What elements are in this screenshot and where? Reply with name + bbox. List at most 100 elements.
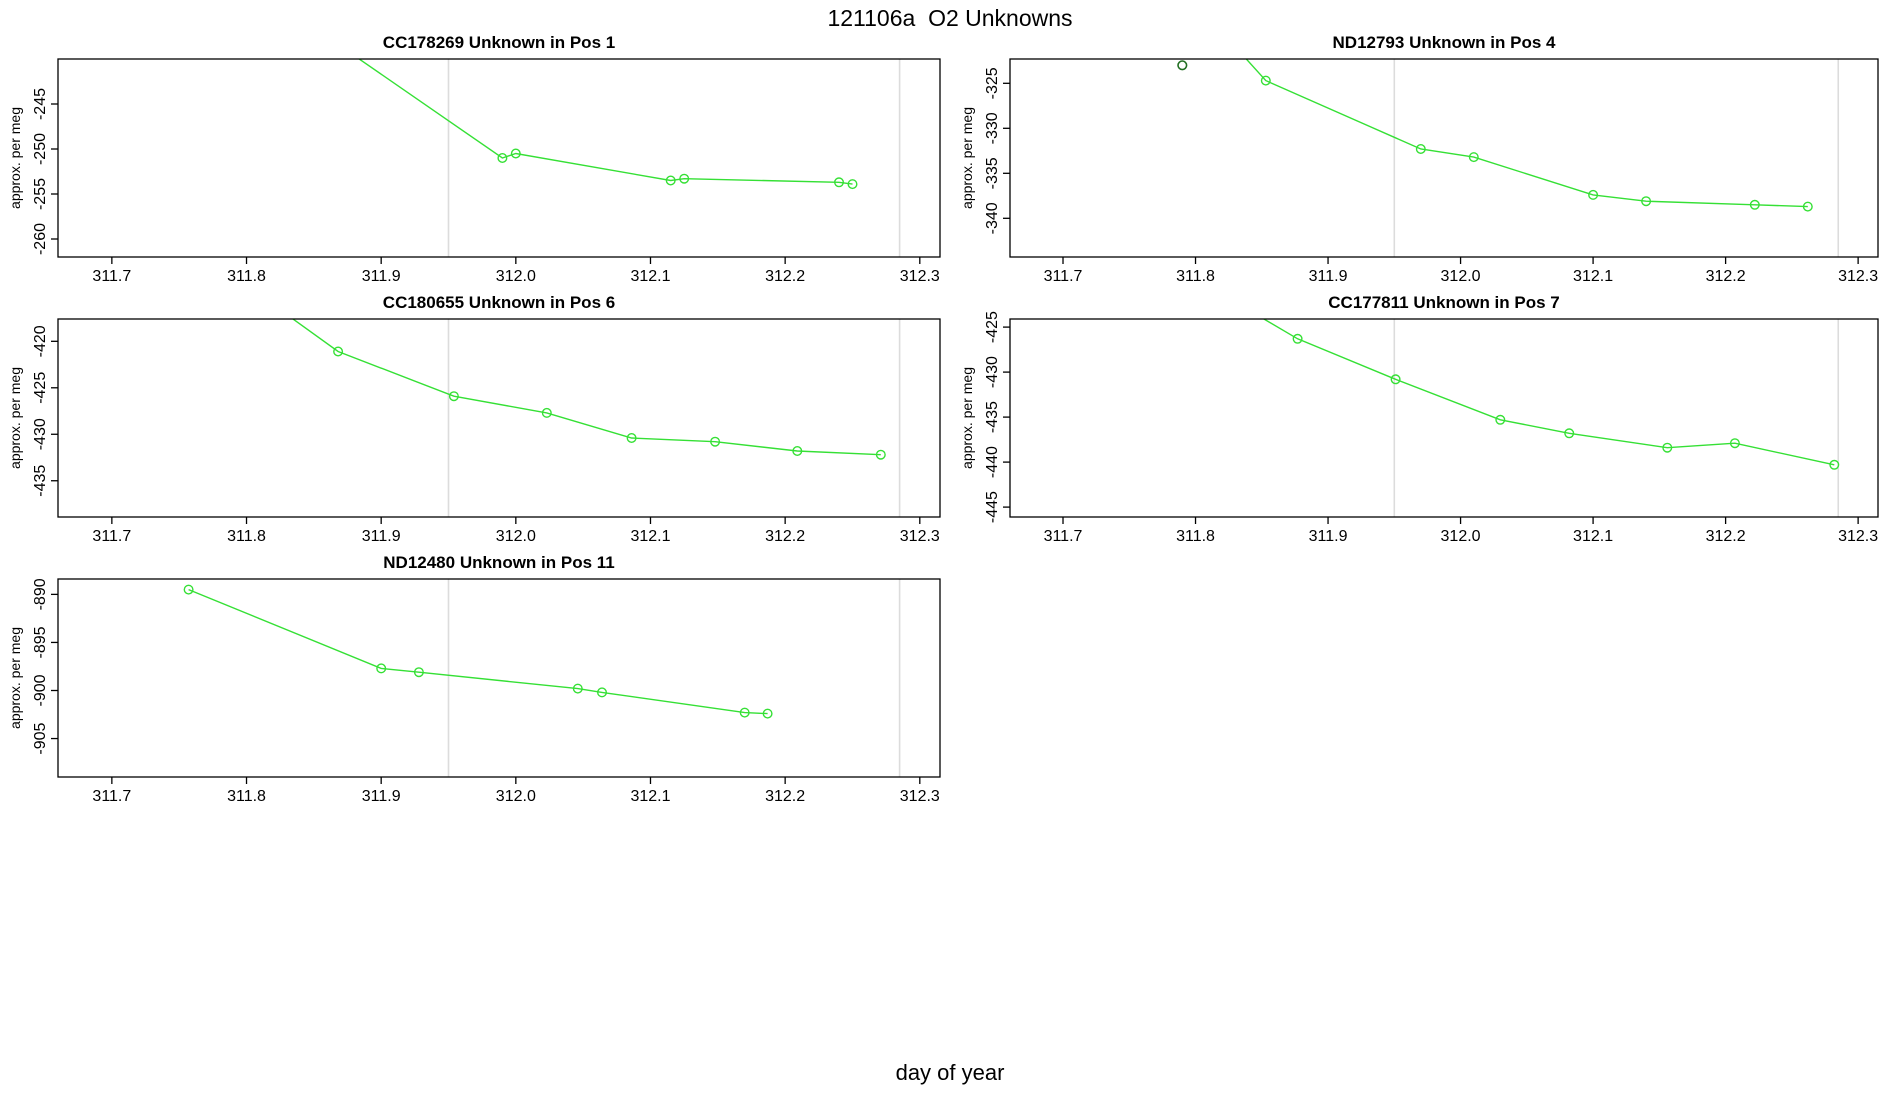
y-tick-label: -440 xyxy=(984,446,1001,478)
panel-title: CC180655 Unknown in Pos 6 xyxy=(383,293,615,312)
data-point xyxy=(1468,152,1479,163)
data-point xyxy=(1390,374,1401,385)
x-tick-label: 312.2 xyxy=(1706,528,1746,545)
panel-ND12480: 311.7 311.8 311.9 312.0 312.1 312.2 312.3 -905 -… xyxy=(7,553,941,805)
x-tick-label: 311.9 xyxy=(362,268,401,285)
y-tick-label: -425 xyxy=(32,372,49,404)
panel-title: CC178269 Unknown in Pos 1 xyxy=(383,33,615,52)
y-tick-label: -420 xyxy=(32,325,49,357)
y-tick-label: -260 xyxy=(32,223,49,255)
y-axis-label: approx. per meg xyxy=(7,367,23,469)
data-point xyxy=(1662,442,1673,453)
x-tick-label: 311.7 xyxy=(1044,268,1083,285)
x-tick-label: 311.7 xyxy=(1044,528,1083,545)
y-axis-label: approx. per meg xyxy=(959,367,975,469)
data-point xyxy=(875,449,886,460)
x-tick-label: 311.8 xyxy=(227,788,266,805)
data-point xyxy=(710,436,721,447)
data-point xyxy=(376,663,387,674)
x-tick-label: 312.1 xyxy=(630,788,670,805)
data-point xyxy=(1415,143,1426,154)
data-point xyxy=(1749,199,1760,210)
data-point xyxy=(1495,414,1506,425)
panel-title: ND12480 Unknown in Pos 11 xyxy=(383,553,614,572)
data-point xyxy=(510,148,521,159)
data-point xyxy=(792,445,803,456)
data-point xyxy=(1260,75,1271,86)
series-line xyxy=(1245,59,1808,208)
y-tick-label: -340 xyxy=(984,202,1001,234)
data-point xyxy=(834,177,845,188)
data-point xyxy=(739,707,750,718)
series-line xyxy=(291,319,881,456)
x-tick-label: 312.1 xyxy=(1573,268,1613,285)
y-axis-label: approx. per meg xyxy=(959,107,975,209)
x-tick-label: 312.2 xyxy=(1706,268,1746,285)
y-tick-label: -425 xyxy=(984,311,1001,343)
x-tick-label: 311.9 xyxy=(1309,268,1348,285)
y-tick-label: -435 xyxy=(32,465,49,497)
x-tick-label: 312.2 xyxy=(765,268,805,285)
panel-CC178269: 311.7 311.8 311.9 312.0 312.1 312.2 312.3 -260 -… xyxy=(7,33,941,285)
x-axis-label: day of year xyxy=(895,1060,1005,1085)
series-line xyxy=(188,588,768,715)
data-point xyxy=(847,179,858,190)
x-tick-label: 312.3 xyxy=(900,268,940,285)
data-point xyxy=(497,152,508,163)
x-tick-label: 312.0 xyxy=(1441,268,1481,285)
data-point xyxy=(1729,438,1740,449)
data-point xyxy=(1829,459,1840,470)
y-tick-label: -250 xyxy=(32,133,49,165)
x-tick-label: 312.3 xyxy=(900,528,940,545)
plot-box xyxy=(57,578,941,778)
y-axis-label: approx. per meg xyxy=(7,107,23,209)
x-tick-label: 312.0 xyxy=(496,788,536,805)
y-tick-label: -335 xyxy=(984,157,1001,189)
x-tick-label: 312.2 xyxy=(765,528,805,545)
data-point xyxy=(679,173,690,184)
panel-CC177811: 311.7 311.8 311.9 312.0 312.1 312.2 312.3 -445 -… xyxy=(959,293,1879,545)
x-tick-label: 311.7 xyxy=(92,528,131,545)
data-point xyxy=(597,687,608,698)
x-tick-label: 311.9 xyxy=(1309,528,1348,545)
x-tick-label: 312.0 xyxy=(496,528,536,545)
x-tick-label: 312.1 xyxy=(630,268,670,285)
data-point xyxy=(333,346,344,357)
x-tick-label: 311.9 xyxy=(362,528,401,545)
plot-box xyxy=(1009,58,1879,258)
panel-ND12793: 311.7 311.8 311.9 312.0 312.1 312.2 312.3 -340 -… xyxy=(959,33,1879,285)
series-line xyxy=(357,59,853,185)
data-point xyxy=(413,667,424,678)
y-tick-label: -435 xyxy=(984,401,1001,433)
y-tick-label: -905 xyxy=(32,722,49,754)
plot-box xyxy=(57,318,941,518)
data-point xyxy=(541,407,552,418)
plot-box xyxy=(1009,318,1879,518)
data-point xyxy=(448,391,459,402)
data-point xyxy=(665,175,676,186)
y-tick-label: -430 xyxy=(984,356,1001,388)
panel-title: ND12793 Unknown in Pos 4 xyxy=(1333,33,1556,52)
x-tick-label: 312.0 xyxy=(496,268,536,285)
x-tick-label: 311.8 xyxy=(1176,268,1215,285)
figure-title: 121106a O2 Unknowns xyxy=(827,5,1073,31)
plot-box xyxy=(57,58,941,258)
x-tick-label: 312.3 xyxy=(1838,268,1878,285)
y-tick-label: -445 xyxy=(984,491,1001,523)
y-tick-label: -895 xyxy=(32,626,49,658)
x-tick-label: 311.7 xyxy=(92,268,131,285)
x-tick-label: 312.3 xyxy=(1838,528,1878,545)
outlier-point xyxy=(1177,60,1188,71)
y-tick-label: -430 xyxy=(32,418,49,450)
data-point xyxy=(1292,333,1303,344)
x-tick-label: 311.9 xyxy=(362,788,401,805)
y-tick-label: -330 xyxy=(984,112,1001,144)
x-tick-label: 311.8 xyxy=(227,268,266,285)
x-tick-label: 311.8 xyxy=(1176,528,1215,545)
x-tick-label: 312.2 xyxy=(765,788,805,805)
series-line xyxy=(1262,319,1835,466)
y-tick-label: -245 xyxy=(32,88,49,120)
y-tick-label: -325 xyxy=(984,67,1001,99)
y-tick-label: -255 xyxy=(32,178,49,210)
